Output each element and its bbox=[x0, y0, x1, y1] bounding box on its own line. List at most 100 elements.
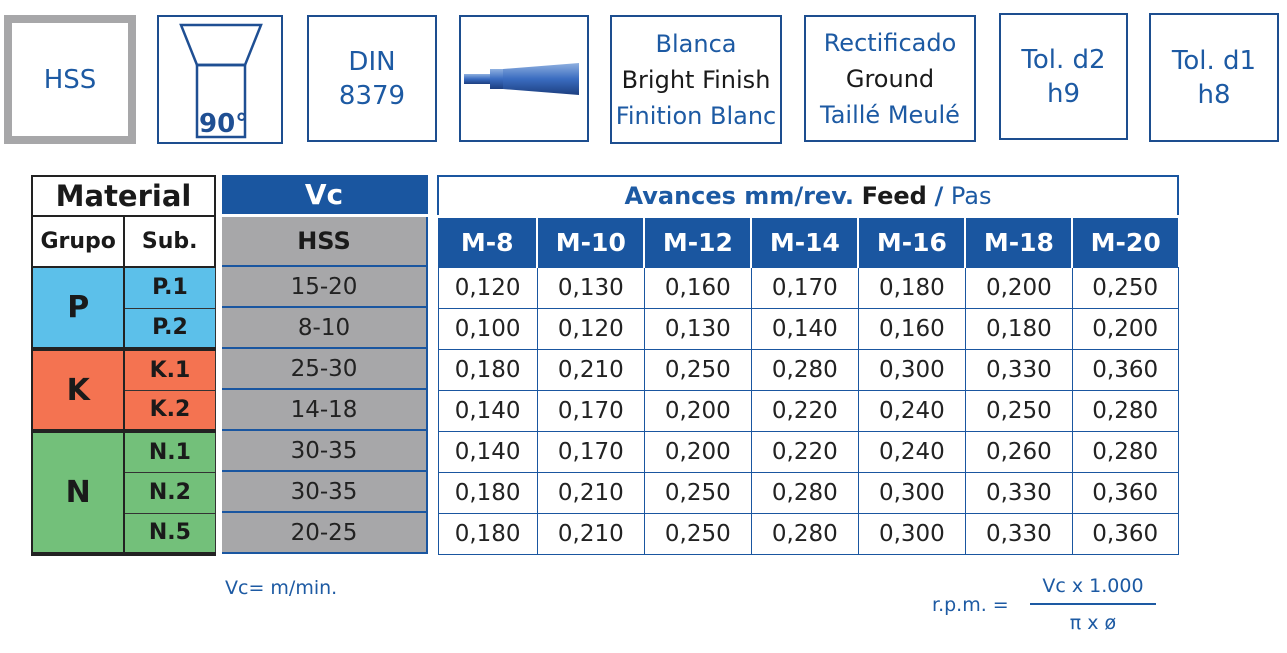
vc-value: 8-10 bbox=[222, 306, 428, 348]
feed-value: 0,160 bbox=[643, 266, 752, 309]
table-row: 0,140 0,170 0,200 0,220 0,240 0,260 0,280 bbox=[437, 430, 1179, 473]
feed-value: 0,200 bbox=[643, 389, 752, 432]
feed-value: 0,170 bbox=[536, 389, 645, 432]
size-col-header: M-10 bbox=[536, 214, 645, 267]
vc-value: 30-35 bbox=[222, 470, 428, 512]
feed-value: 0,180 bbox=[437, 512, 538, 555]
size-col-header: M-12 bbox=[643, 214, 752, 267]
tol-d1-value: h8 bbox=[1197, 79, 1231, 110]
sub-p1: P.1 bbox=[123, 266, 216, 309]
din-standard-badge: DIN 8379 bbox=[307, 15, 437, 142]
feed-value: 0,200 bbox=[1071, 307, 1179, 350]
feed-value: 0,300 bbox=[857, 471, 966, 514]
din-label: DIN bbox=[348, 46, 396, 77]
material-table: Material Grupo Sub. P P.1 P.2 K K.1 K.2 … bbox=[30, 175, 216, 556]
feed-value: 0,200 bbox=[643, 430, 752, 473]
feed-value: 0,300 bbox=[857, 348, 966, 391]
feed-value: 0,240 bbox=[857, 430, 966, 473]
material-header: Material bbox=[31, 175, 216, 217]
size-col-header: M-20 bbox=[1071, 214, 1178, 267]
group-p: P bbox=[30, 267, 126, 351]
feed-value: 0,120 bbox=[437, 266, 538, 309]
feed-value: 0,140 bbox=[437, 389, 538, 432]
vc-unit-note: Vc= m/min. bbox=[225, 577, 338, 599]
group-col-header: Grupo bbox=[30, 215, 126, 268]
grinding-badge: Rectificado Ground Taillé Meulé bbox=[804, 15, 976, 142]
feed-value: 0,100 bbox=[437, 307, 538, 350]
feed-value: 0,330 bbox=[964, 348, 1073, 391]
feed-value: 0,250 bbox=[964, 389, 1073, 432]
feed-value: 0,120 bbox=[536, 307, 645, 350]
finish-badge: Blanca Bright Finish Finition Blanc bbox=[610, 15, 782, 144]
feed-table: Avances mm/rev. Feed / Pas M-8 M-10 M-12… bbox=[437, 175, 1179, 555]
feed-value: 0,280 bbox=[750, 512, 859, 555]
grinding-en: Ground bbox=[845, 64, 935, 93]
feed-value: 0,360 bbox=[1071, 348, 1179, 391]
feed-value: 0,220 bbox=[750, 389, 859, 432]
cutting-speed-table: Vc HSS 15-20 8-10 25-30 14-18 30-35 30-3… bbox=[222, 175, 428, 554]
rpm-formula: Vc x 1.000 π x ø bbox=[1030, 575, 1156, 634]
feed-value: 0,180 bbox=[437, 348, 538, 391]
feed-value: 0,130 bbox=[536, 266, 645, 309]
sub-k1: K.1 bbox=[123, 348, 216, 391]
tolerance-d2-badge: Tol. d2 h9 bbox=[999, 13, 1128, 140]
table-row: 0,180 0,210 0,250 0,280 0,300 0,330 0,360 bbox=[437, 512, 1179, 555]
feed-value: 0,210 bbox=[536, 512, 645, 555]
feed-value: 0,330 bbox=[964, 471, 1073, 514]
feed-table-body: 0,120 0,130 0,160 0,170 0,180 0,200 0,250 0,100… bbox=[437, 266, 1179, 555]
feed-title-sep: / bbox=[934, 181, 944, 210]
feed-value: 0,360 bbox=[1071, 512, 1179, 555]
sub-p2: P.2 bbox=[123, 307, 216, 351]
grinding-fr: Taillé Meulé bbox=[820, 100, 960, 129]
feed-value: 0,180 bbox=[437, 471, 538, 514]
table-row: 0,120 0,130 0,160 0,170 0,180 0,200 0,250 bbox=[437, 266, 1179, 309]
feed-value: 0,240 bbox=[857, 389, 966, 432]
tool-shape-badge bbox=[459, 15, 589, 142]
feed-value: 0,260 bbox=[964, 430, 1073, 473]
vc-value: 30-35 bbox=[222, 429, 428, 471]
sub-n1: N.1 bbox=[123, 430, 216, 473]
feed-title-fr: Pas bbox=[950, 181, 992, 210]
feed-title-en: Feed bbox=[861, 181, 927, 210]
vc-sub-header: HSS bbox=[222, 213, 428, 266]
vc-header: Vc bbox=[222, 175, 428, 215]
grinding-es: Rectificado bbox=[823, 28, 957, 57]
rpm-denominator: π x ø bbox=[1069, 612, 1117, 634]
feed-value: 0,250 bbox=[643, 471, 752, 514]
sub-n2: N.2 bbox=[123, 471, 216, 514]
feed-value: 0,280 bbox=[750, 348, 859, 391]
finish-en: Bright Finish bbox=[621, 65, 771, 94]
feed-value: 0,210 bbox=[536, 471, 645, 514]
vc-value: 15-20 bbox=[222, 265, 428, 307]
size-col-header: M-16 bbox=[857, 214, 966, 267]
table-row: 0,180 0,210 0,250 0,280 0,300 0,330 0,360 bbox=[437, 348, 1179, 391]
material-badge-label: HSS bbox=[43, 64, 97, 95]
size-col-header: M-14 bbox=[750, 214, 859, 267]
feed-value: 0,130 bbox=[643, 307, 752, 350]
feed-value: 0,180 bbox=[857, 266, 966, 309]
rpm-label: r.p.m. = bbox=[932, 594, 1009, 616]
tol-d2-value: h9 bbox=[1046, 78, 1081, 109]
feed-value: 0,300 bbox=[857, 512, 966, 555]
feed-title: Avances mm/rev. Feed / Pas bbox=[437, 175, 1179, 217]
tol-d2-label: Tol. d2 bbox=[1021, 44, 1106, 75]
material-badge: HSS bbox=[4, 15, 136, 144]
rpm-numerator: Vc x 1.000 bbox=[1030, 575, 1156, 605]
feed-value: 0,220 bbox=[750, 430, 859, 473]
tol-d1-label: Tol. d1 bbox=[1171, 45, 1257, 76]
feed-value: 0,160 bbox=[857, 307, 966, 350]
vc-value: 20-25 bbox=[222, 511, 428, 554]
feed-value: 0,280 bbox=[750, 471, 859, 514]
feed-value: 0,330 bbox=[964, 512, 1073, 555]
size-col-header: M-8 bbox=[438, 214, 538, 267]
feed-value: 0,250 bbox=[1071, 266, 1179, 309]
feed-value: 0,360 bbox=[1071, 471, 1179, 514]
din-number: 8379 bbox=[338, 80, 406, 111]
vc-value: 14-18 bbox=[222, 388, 428, 430]
feed-value: 0,170 bbox=[536, 430, 645, 473]
table-row: 0,140 0,170 0,200 0,220 0,240 0,250 0,280 bbox=[437, 389, 1179, 432]
size-col-header: M-18 bbox=[964, 214, 1073, 267]
feed-value: 0,280 bbox=[1071, 389, 1179, 432]
group-k: K bbox=[30, 349, 126, 433]
finish-es: Blanca bbox=[655, 29, 737, 58]
